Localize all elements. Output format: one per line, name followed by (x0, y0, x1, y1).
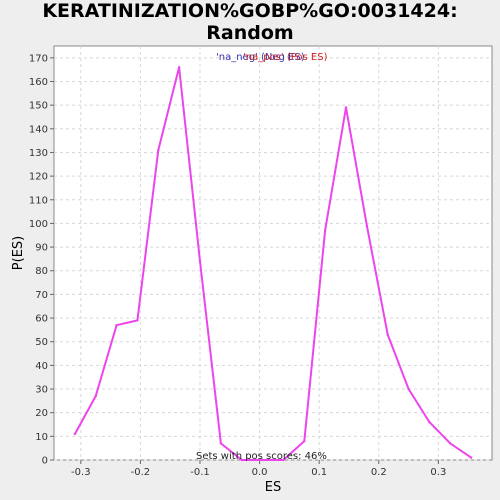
grid-layer (54, 46, 492, 461)
x-tick-label: -0.3 (71, 467, 91, 478)
x-tick-label: 0.2 (371, 467, 387, 478)
data-point (157, 148, 160, 152)
legend-entry-neg: 'na_neg' (Neg ES) (216, 52, 305, 63)
data-point (469, 456, 473, 459)
y-tick-label: 90 (35, 243, 48, 254)
data-point (344, 106, 348, 109)
data-point (219, 442, 223, 445)
axis-layer: 0 10 20 30 40 50 60 70 80 90 100 110 120 130 140 150 160… (29, 53, 446, 478)
data-point (261, 458, 264, 462)
data-point (177, 66, 181, 69)
y-tick-label: 100 (29, 219, 48, 230)
legend: 'na_neg' (Neg ES) 'na_pos' (Pos ES) (216, 52, 328, 63)
data-point (365, 224, 369, 227)
data-point (449, 442, 452, 445)
y-tick-label: 0 (42, 456, 48, 467)
x-tick-label: -0.2 (131, 467, 151, 478)
y-tick-label: 150 (29, 101, 48, 112)
y-tick-label: 140 (29, 124, 48, 135)
y-tick-label: 50 (35, 337, 48, 348)
x-axis-title: ES (265, 480, 281, 495)
y-tick-label: 80 (35, 266, 48, 277)
y-tick-label: 20 (35, 408, 48, 419)
data-point (323, 229, 327, 232)
y-tick-label: 170 (29, 53, 48, 64)
data-point (303, 439, 306, 443)
y-tick-label: 30 (35, 385, 48, 396)
y-tick-label: 120 (29, 172, 48, 183)
series-line-0 (74, 66, 472, 461)
data-point (428, 420, 431, 424)
y-axis-title: P(ES) (11, 236, 26, 270)
legend-entry-pos: 'na_pos' (Pos ES) (243, 52, 328, 63)
data-point (115, 323, 118, 327)
x-tick-label: 0.3 (430, 467, 446, 478)
y-tick-label: 130 (29, 148, 48, 159)
data-point (198, 260, 202, 263)
y-tick-label: 160 (29, 77, 48, 88)
x-tick-label: 0.0 (252, 467, 268, 478)
x-tick-label: 0.1 (311, 467, 327, 478)
data-point (136, 319, 139, 322)
y-tick-label: 10 (35, 432, 48, 443)
data-point (240, 458, 243, 462)
plot-background (53, 45, 493, 461)
data-point (73, 432, 77, 436)
y-tick-label: 40 (35, 361, 48, 372)
pos-scores-annotation: Sets with pos scores: 46% (196, 451, 327, 462)
data-point (94, 394, 97, 398)
y-tick-label: 70 (35, 290, 48, 301)
y-tick-label: 110 (29, 195, 48, 206)
y-tick-label: 60 (35, 314, 48, 325)
data-point (386, 333, 389, 336)
series-layer (73, 66, 473, 462)
x-tick-label: -0.1 (190, 467, 210, 478)
data-point (407, 387, 410, 391)
data-point (282, 458, 285, 462)
